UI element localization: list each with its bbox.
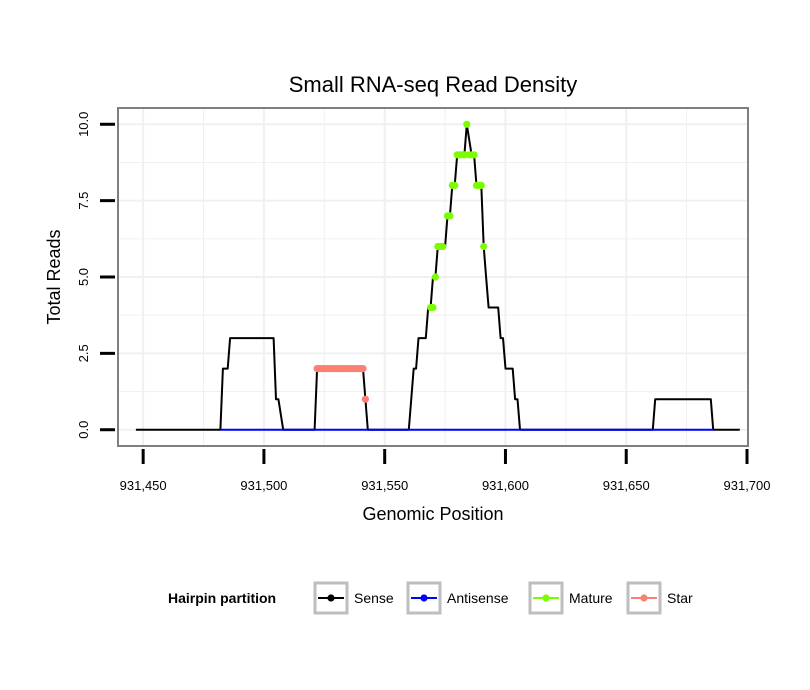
y-tick-label: 5.0 <box>76 268 91 286</box>
chart-title: Small RNA-seq Read Density <box>289 72 578 97</box>
x-axis-title: Genomic Position <box>362 504 503 524</box>
legend-title: Hairpin partition <box>168 590 276 606</box>
axes: 931,450 931,500 931,550 931,600 931,650 931,7… <box>76 112 771 493</box>
legend-swatch-point-sense <box>327 594 335 602</box>
x-tick-label: 931,650 <box>603 478 650 493</box>
y-axis-title: Total Reads <box>44 229 64 324</box>
series-layer <box>135 120 740 431</box>
y-tick-label: 7.5 <box>76 192 91 210</box>
mature-point <box>480 242 488 251</box>
mature-point <box>477 181 485 189</box>
mature-point <box>451 181 459 189</box>
mature-point <box>470 151 478 159</box>
mature-point <box>429 303 437 312</box>
x-tick-label: 931,450 <box>120 478 167 493</box>
y-tick-label: 2.5 <box>76 344 91 362</box>
y-tick-label: 10.0 <box>76 112 91 137</box>
y-tick-label: 0.0 <box>76 421 91 439</box>
legend-label-mature: Mature <box>569 590 613 606</box>
star-point <box>359 365 367 373</box>
x-tick-label: 931,550 <box>361 478 408 493</box>
legend-label-star: Star <box>667 590 693 606</box>
mature-point <box>446 212 454 220</box>
x-tick-label: 931,600 <box>482 478 529 493</box>
legend-label-sense: Sense <box>354 590 394 606</box>
mature-point <box>431 273 439 281</box>
x-tick-label: 931,500 <box>240 478 287 493</box>
grid <box>119 109 747 445</box>
mature-point <box>439 242 447 251</box>
legend-swatch-point-star <box>640 594 648 602</box>
legend-swatch-point-antisense <box>420 594 428 602</box>
mature-point <box>463 120 471 128</box>
legend: Hairpin partition Sense Antisense Mature St… <box>168 581 693 615</box>
legend-swatch-point-mature <box>542 594 550 602</box>
star-point <box>361 395 369 403</box>
x-tick-label: 931,700 <box>724 478 771 493</box>
legend-label-antisense: Antisense <box>447 590 509 606</box>
